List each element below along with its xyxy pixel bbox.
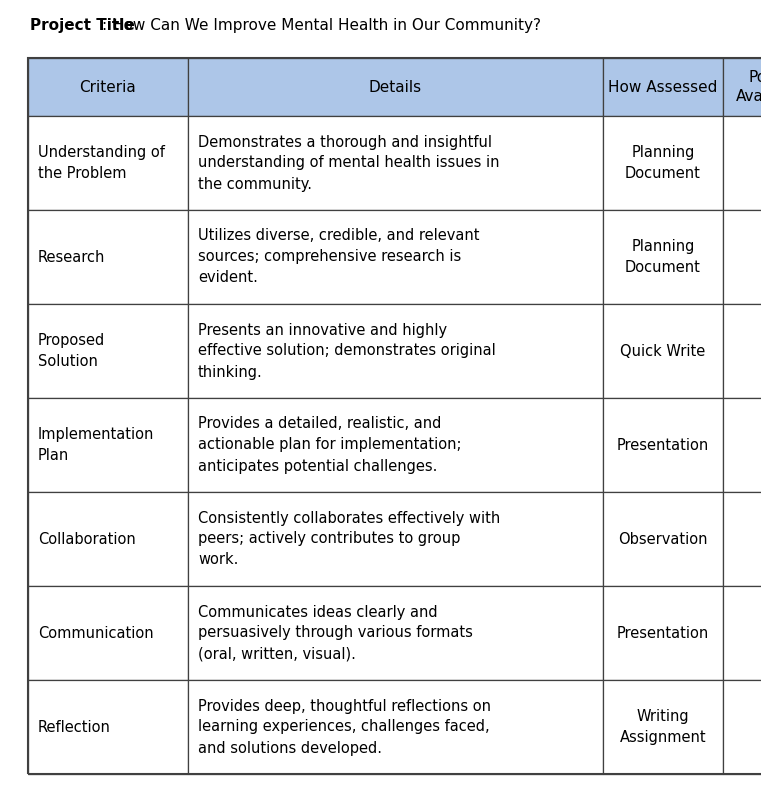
Bar: [603, 492, 723, 586]
Text: : How Can We Improve Mental Health in Our Community?: : How Can We Improve Mental Health in Ou…: [102, 18, 541, 33]
Text: Observation: Observation: [618, 531, 708, 546]
Text: Presentation: Presentation: [617, 626, 709, 641]
Bar: [188, 210, 603, 304]
Text: Project Title: Project Title: [30, 18, 135, 33]
Bar: [723, 680, 761, 774]
Text: Consistently collaborates effectively with
peers; actively contributes to group
: Consistently collaborates effectively wi…: [198, 510, 500, 567]
Bar: [188, 680, 603, 774]
Bar: [723, 116, 761, 210]
Bar: [723, 492, 761, 586]
Bar: [28, 492, 188, 586]
Bar: [28, 210, 188, 304]
Text: Utilizes diverse, credible, and relevant
sources; comprehensive research is
evid: Utilizes diverse, credible, and relevant…: [198, 229, 479, 286]
Text: Implementation
Plan: Implementation Plan: [38, 427, 154, 463]
Bar: [28, 116, 188, 210]
Bar: [603, 116, 723, 210]
Text: Presents an innovative and highly
effective solution; demonstrates original
thin: Presents an innovative and highly effect…: [198, 322, 495, 379]
Text: Communicates ideas clearly and
persuasively through various formats
(oral, writt: Communicates ideas clearly and persuasiv…: [198, 605, 473, 662]
Bar: [603, 304, 723, 398]
Bar: [603, 210, 723, 304]
Bar: [188, 492, 603, 586]
Bar: [603, 398, 723, 492]
Text: Writing
Assignment: Writing Assignment: [619, 709, 706, 745]
Text: Collaboration: Collaboration: [38, 531, 135, 546]
Text: Communication: Communication: [38, 626, 154, 641]
Bar: [723, 398, 761, 492]
Text: Details: Details: [369, 79, 422, 94]
Text: Quick Write: Quick Write: [620, 343, 705, 358]
Text: Planning
Document: Planning Document: [625, 145, 701, 181]
Bar: [723, 304, 761, 398]
Bar: [723, 58, 761, 116]
Text: Understanding of
the Problem: Understanding of the Problem: [38, 145, 165, 181]
Bar: [28, 680, 188, 774]
Text: Provides deep, thoughtful reflections on
learning experiences, challenges faced,: Provides deep, thoughtful reflections on…: [198, 698, 491, 755]
Bar: [603, 680, 723, 774]
Text: Reflection: Reflection: [38, 719, 111, 734]
Bar: [603, 58, 723, 116]
Text: Provides a detailed, realistic, and
actionable plan for implementation;
anticipa: Provides a detailed, realistic, and acti…: [198, 417, 461, 474]
Bar: [28, 58, 761, 774]
Text: Presentation: Presentation: [617, 438, 709, 453]
Bar: [28, 586, 188, 680]
Bar: [28, 398, 188, 492]
Bar: [188, 116, 603, 210]
Text: How Assessed: How Assessed: [608, 79, 718, 94]
Bar: [188, 586, 603, 680]
Text: Planning
Document: Planning Document: [625, 239, 701, 275]
Text: Points
Available: Points Available: [737, 70, 761, 104]
Bar: [28, 58, 188, 116]
Bar: [603, 586, 723, 680]
Text: Proposed
Solution: Proposed Solution: [38, 333, 105, 369]
Text: Research: Research: [38, 250, 105, 265]
Bar: [723, 210, 761, 304]
Text: Criteria: Criteria: [80, 79, 136, 94]
Bar: [188, 304, 603, 398]
Bar: [188, 398, 603, 492]
Bar: [723, 586, 761, 680]
Bar: [28, 304, 188, 398]
Text: Demonstrates a thorough and insightful
understanding of mental health issues in
: Demonstrates a thorough and insightful u…: [198, 134, 499, 191]
Bar: [188, 58, 603, 116]
